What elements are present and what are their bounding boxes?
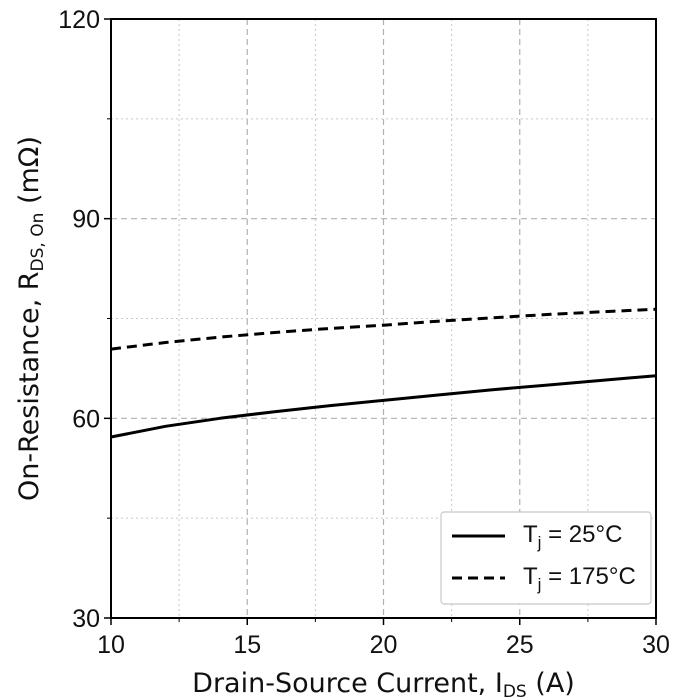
y-tick-label: 90	[72, 206, 100, 234]
series-line-0	[110, 374, 657, 439]
y-tick-label: 30	[72, 605, 100, 633]
grid	[111, 19, 656, 618]
x-tick-label: 15	[233, 631, 261, 659]
x-axis-ticks: 10 15 20 25 30	[97, 618, 670, 659]
plot-lines	[110, 307, 657, 439]
legend: Tj = 25°C Tj = 175°C	[440, 511, 652, 605]
legend-label-25c: Tj = 25°C	[523, 521, 622, 552]
y-tick-label: 120	[58, 6, 100, 34]
legend-label-175c: Tj = 175°C	[523, 563, 636, 594]
series-line-1	[110, 307, 657, 351]
x-axis-label: Drain-Source Current, IDS (A)	[192, 668, 575, 700]
x-tick-label: 25	[506, 631, 534, 659]
x-tick-label: 30	[642, 631, 670, 659]
y-axis-ticks: 30 60 90 120	[58, 6, 111, 633]
x-tick-label: 20	[370, 631, 398, 659]
x-tick-label: 10	[97, 631, 125, 659]
y-tick-label: 60	[72, 405, 100, 433]
y-axis-label: On-Resistance, RDS, On (mΩ)	[14, 136, 48, 501]
